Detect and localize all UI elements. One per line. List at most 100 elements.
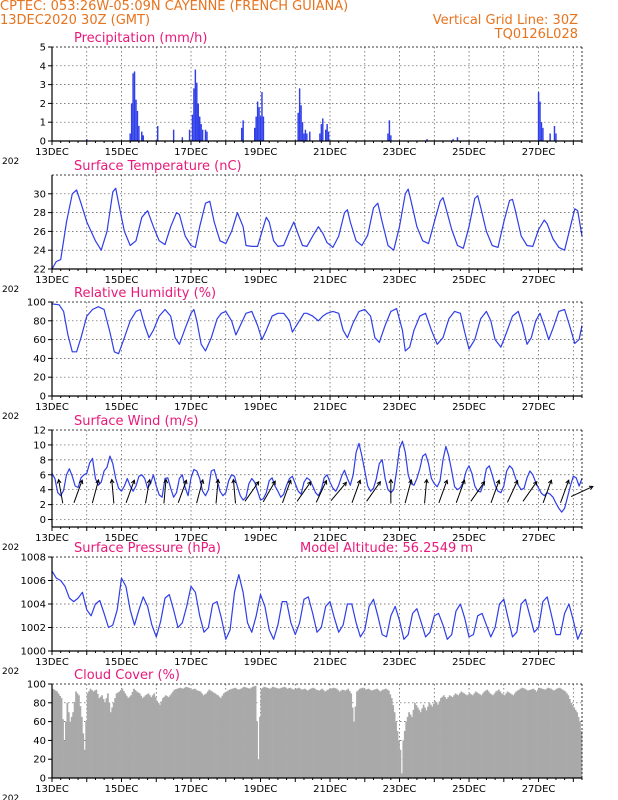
cloud-bar [175,689,177,778]
cloud-bar [528,690,531,778]
grid-line-note: Vertical Grid Line: 30Z [432,13,578,28]
temp-ytick-label: 26 [33,227,46,238]
cloud-bar [374,689,377,778]
wind-arrow [330,481,347,502]
cloud-bar [177,688,180,778]
cloud-bar [529,689,532,778]
cloud-bar [340,690,342,778]
cloud-bar [405,721,408,778]
precip-bar [300,105,302,141]
cloud-bar [385,688,387,778]
cloud-bar [137,692,140,778]
cloud-bar [412,709,415,778]
cloud-bar [447,697,450,778]
wind-arrow-head [376,480,382,486]
cloud-bar [532,688,535,778]
wind-arrow [542,480,552,503]
precip-ytick-label: 5 [40,43,46,54]
precip-bar [191,114,194,141]
cloud-bar [217,695,219,778]
cloud-bar [393,712,396,778]
cloud-bar [506,691,509,778]
precip-bar [200,124,202,141]
wind-xtick-label: 21DEC [313,533,347,544]
cloud-bar [98,698,101,778]
cloud-bar [234,687,237,778]
precip-bar [86,139,88,141]
pres-xtick-label: 27DEC [522,657,556,668]
cloud-ytick-label: 0 [40,774,46,785]
cloud-bar [560,688,563,778]
cloud-bar [415,705,418,778]
cloud-bar [247,688,250,778]
cloud-bar [351,707,354,778]
cloud-bar [498,689,500,778]
cloud-bar [172,691,174,778]
temp-xtick-label: 15DEC [105,275,139,286]
cloud-bar [91,690,93,778]
cloud-bar [130,695,132,778]
cloud-bar [244,687,247,778]
pres-xtick-label: 19DEC [244,657,278,668]
wind-arrow-head [461,479,466,485]
cloud-bar [450,696,452,778]
cloud-bar [273,687,276,778]
cloud-bar [477,693,480,778]
cloud-bar [382,689,384,778]
cloud-bar [347,688,350,778]
wind-arrow-head [547,479,553,485]
cloud-bar [441,696,444,778]
cloud-bar [409,714,412,778]
cloud-bar [299,688,302,778]
precip-bar [390,135,392,141]
cloud-bar [337,690,340,778]
temp-xtick-label: 25DEC [452,275,486,286]
rh-series-line [51,303,583,355]
precip-bar [254,127,256,141]
cloud-bar [257,759,260,778]
cloud-bar [188,687,190,778]
cloud-bar [564,691,567,778]
cloud-bar [538,687,541,778]
cloud-bar [241,687,244,778]
precip-bar [297,112,299,141]
cloud-bar [75,691,77,778]
precip-bar [204,129,207,141]
cloud-bar [153,693,156,778]
wind-arrow-head [356,479,362,485]
wind-xtick-label: 17DEC [174,533,208,544]
cloud-bar [302,689,305,778]
cloud-bar [60,698,63,778]
temp-xtick-label: 23DEC [383,275,417,286]
cloud-bar [66,702,69,778]
precip-ytick-label: 1 [40,118,46,129]
cloud-bar [422,704,425,778]
cloud-bar [138,693,141,778]
rh-xtick-label: 21DEC [313,402,347,413]
rh-ytick-label: 100 [27,298,46,309]
cloud-xtick-label: 25DEC [452,784,486,795]
cloud-bar [492,695,494,778]
cloud-bar [144,695,147,778]
precip-bar [142,135,144,141]
cloud-bar [253,686,256,778]
pres-xtick-label: 21DEC [313,657,347,668]
wind-arrow [177,480,187,503]
model-id: TQ0126L028 [494,27,578,42]
cloud-bar [338,691,341,778]
cloud-bar [276,688,279,778]
cloud-bar [72,712,75,778]
wind-arrow [351,480,361,503]
cloud-bar [231,688,234,778]
cloud-bar [568,699,571,778]
cloud-bar [453,695,455,778]
cloud-bar [80,716,83,778]
cloud-bar [272,686,274,778]
wind-arrow [244,481,260,502]
cloud-bar [558,687,561,778]
cloud-bar [179,687,182,778]
cloud-bar [227,690,229,778]
cloud-ytick-label: 40 [33,736,46,747]
cloud-bar [82,733,85,778]
cloud-bar [376,688,379,778]
